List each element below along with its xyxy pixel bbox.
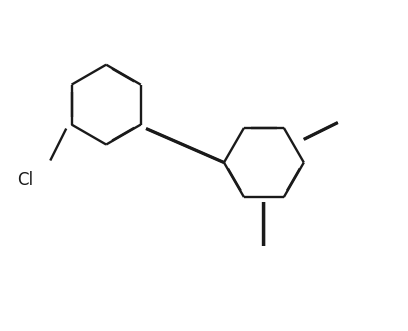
Text: Cl: Cl: [17, 171, 33, 189]
